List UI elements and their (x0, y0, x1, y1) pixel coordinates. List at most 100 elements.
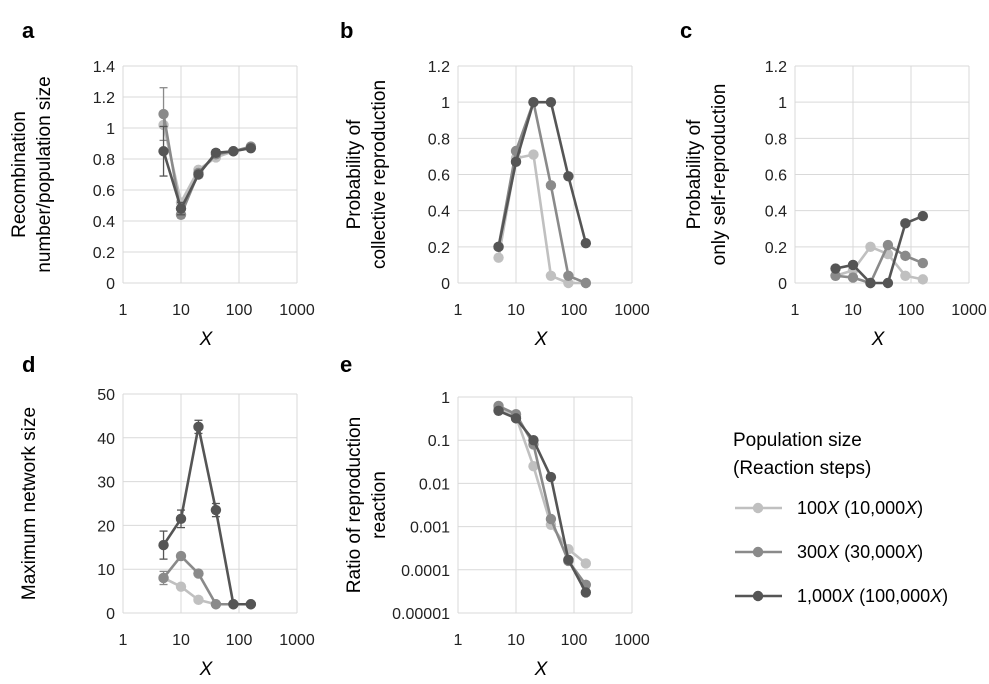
y-tick-label: 0.2 (93, 245, 115, 262)
data-point (493, 241, 504, 253)
panel-letter-d: d (22, 352, 35, 377)
x-tick-label: 100 (898, 302, 925, 319)
data-point (900, 270, 911, 281)
data-point (528, 435, 539, 446)
data-point (175, 550, 187, 562)
y-tick-label: 20 (97, 518, 115, 535)
y-tick-label: 0 (778, 276, 787, 293)
data-point (493, 405, 504, 416)
gridlines (122, 393, 298, 614)
legend-label-part: (100,000 (854, 586, 930, 606)
data-point (563, 270, 574, 281)
y-tick-label: 0 (441, 276, 450, 293)
y-tick-label: 0.2 (765, 240, 787, 257)
x-tick-label: 1000 (614, 302, 650, 319)
data-point (563, 171, 574, 182)
y-axis-label: Ratio of reproduction (344, 417, 365, 593)
legend-label-part: X (929, 586, 943, 606)
data-point (545, 471, 557, 483)
data-point (175, 203, 187, 214)
y-tick-label: 1.4 (93, 59, 115, 76)
x-tick-label: 10 (172, 302, 190, 319)
series-0 (493, 149, 592, 289)
data-point (830, 270, 841, 281)
legend-label-part: ) (942, 586, 948, 606)
x-tick-label: 100 (561, 632, 588, 649)
panel-c: c 0 0.2 0.4 0.6 0.8 1 1.2 1 10 100 1000 X Probabilit… (680, 18, 987, 350)
gridlines (457, 65, 633, 284)
data-point (528, 461, 539, 472)
legend-title-line1: Population size (733, 430, 862, 451)
y-tick-label: 10 (97, 562, 115, 579)
panel-d: d 0 10 20 30 40 50 1 10 100 1000 X Maximum network … (19, 352, 315, 680)
y-axis-label: collective reproduction (369, 80, 390, 269)
y-tick-label: 0 (106, 276, 115, 293)
data-point (917, 274, 929, 285)
x-tick-label: 1000 (951, 302, 987, 319)
data-point (193, 169, 204, 180)
data-point (563, 554, 574, 566)
data-point (158, 572, 169, 584)
y-tick-label: 30 (97, 475, 115, 492)
x-tick-label: 10 (172, 632, 190, 649)
series-2 (158, 125, 257, 216)
series-line (162, 425, 251, 606)
y-axis-label: number/population size (34, 76, 55, 272)
legend-label-part: ) (917, 498, 923, 518)
legend: Population size (Reaction steps) 100X (1… (733, 430, 948, 606)
legend-marker (752, 502, 764, 514)
series-2 (493, 96, 592, 253)
legend-label-part: X (826, 498, 840, 518)
data-point (882, 239, 894, 251)
data-point (228, 599, 239, 610)
data-point (830, 263, 841, 274)
data-point (158, 108, 169, 120)
data-point (210, 599, 222, 610)
y-tick-label: 0.1 (428, 433, 450, 450)
data-point (210, 147, 222, 158)
data-point (193, 421, 204, 433)
x-tick-label: 10 (507, 302, 525, 319)
series-2 (830, 210, 929, 289)
data-point (158, 539, 169, 551)
y-tick-label: 0.6 (428, 168, 450, 185)
y-tick-label: 1.2 (765, 59, 787, 76)
data-point (228, 146, 239, 157)
data-point (580, 587, 592, 598)
data-point (847, 272, 859, 283)
y-tick-label: 0.4 (428, 204, 450, 221)
series-line (497, 100, 588, 248)
x-tick-label: 1 (454, 302, 463, 319)
x-tick-label: 1 (791, 302, 800, 319)
series-2 (493, 405, 592, 598)
data-point (580, 238, 592, 249)
x-tick-label: 100 (561, 302, 588, 319)
data-point (493, 252, 504, 263)
series-1 (158, 550, 257, 610)
x-tick-label: 100 (226, 632, 253, 649)
legend-label-part: 100 (797, 498, 827, 518)
series-1 (158, 87, 257, 220)
y-axis-label: reaction (369, 471, 390, 539)
gridlines (122, 65, 298, 284)
x-axis-label: X (199, 329, 214, 350)
legend-label: 300X (30,000X) (797, 542, 923, 562)
y-tick-label: 1 (441, 390, 450, 407)
y-tick-label: 0.01 (419, 476, 450, 493)
y-tick-label: 0.8 (428, 131, 450, 148)
legend-title-line2: (Reaction steps) (733, 458, 871, 479)
x-tick-label: 1 (454, 632, 463, 649)
series-2 (158, 419, 257, 610)
data-point (510, 156, 522, 168)
y-tick-label: 0.6 (765, 168, 787, 185)
x-axis-label: X (534, 659, 549, 680)
data-point (510, 413, 522, 424)
data-point (882, 277, 894, 289)
y-tick-label: 0.6 (93, 183, 115, 200)
y-tick-label: 1 (106, 121, 115, 138)
x-tick-label: 1 (119, 632, 128, 649)
data-point (545, 270, 557, 281)
data-point (545, 180, 557, 191)
y-axis-label: Recombination (9, 111, 30, 238)
